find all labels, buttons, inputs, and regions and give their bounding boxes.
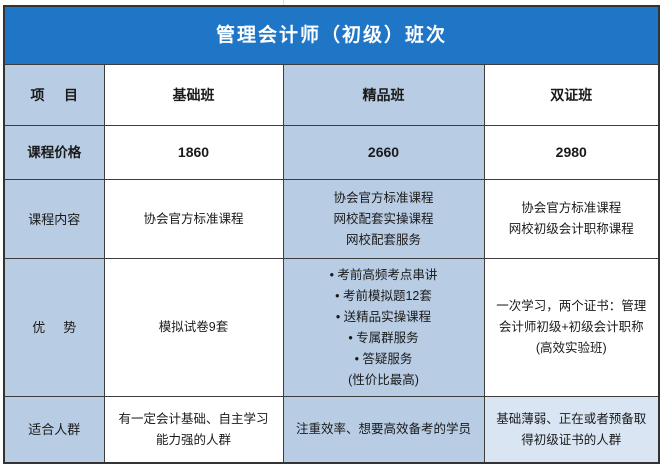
price-dual: 2980 <box>483 125 660 180</box>
page: { "title": "管理会计师（初级）班次", "colors": { "t… <box>3 0 661 464</box>
header-row: 项 目 基础班 精品班 双证班 <box>3 64 660 126</box>
price-basic: 1860 <box>103 125 284 180</box>
audience-basic: 有一定会计基础、自主学习 能力强的人群 <box>103 396 284 464</box>
content-premium: 协会官方标准课程 网校配套实操课程 网校配套服务 <box>282 179 485 259</box>
content-row: 课程内容 协会官方标准课程 协会官方标准课程 网校配套实操课程 网校配套服务 协… <box>3 179 660 259</box>
content-dual: 协会官方标准课程 网校初级会计职称课程 <box>483 179 660 259</box>
advantage-dual: 一次学习，两个证书：管理 会计师初级+初级会计职称 (高效实验班) <box>483 258 660 397</box>
advantage-row-label: 优 势 <box>3 258 105 397</box>
header-cell-dual: 双证班 <box>483 64 660 126</box>
advantage-basic: 模拟试卷9套 <box>103 258 284 397</box>
header-cell-premium: 精品班 <box>282 64 485 126</box>
audience-premium: 注重效率、想要高效备考的学员 <box>282 396 485 464</box>
audience-row-label: 适合人群 <box>3 396 105 464</box>
gridline-stub-top <box>283 0 284 6</box>
table-title: 管理会计师（初级）班次 <box>3 5 660 65</box>
price-premium: 2660 <box>282 125 485 180</box>
title-row: 管理会计师（初级）班次 <box>3 5 660 65</box>
advantage-premium: • 考前高频考点串讲 • 考前模拟题12套 • 送精品实操课程 • 专属群服务 … <box>282 258 485 397</box>
header-cell-basic: 基础班 <box>103 64 284 126</box>
price-row: 课程价格 1860 2660 2980 <box>3 125 660 180</box>
audience-dual: 基础薄弱、正在或者预备取 得初级证书的人群 <box>483 396 660 464</box>
course-comparison-table: 管理会计师（初级）班次 项 目 基础班 精品班 双证班 课程价格 1860 26… <box>3 5 661 464</box>
advantage-row: 优 势 模拟试卷9套 • 考前高频考点串讲 • 考前模拟题12套 • 送精品实操… <box>3 258 660 397</box>
header-cell-item: 项 目 <box>3 64 105 126</box>
content-row-label: 课程内容 <box>3 179 105 259</box>
audience-row: 适合人群 有一定会计基础、自主学习 能力强的人群 注重效率、想要高效备考的学员 … <box>3 396 660 464</box>
content-basic: 协会官方标准课程 <box>103 179 284 259</box>
price-row-label: 课程价格 <box>3 125 105 180</box>
